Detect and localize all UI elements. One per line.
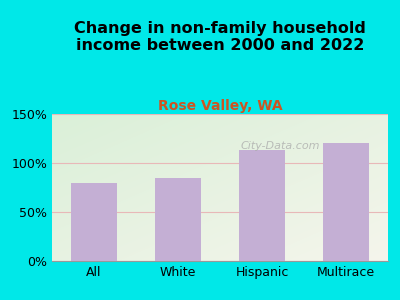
Bar	[323, 143, 369, 261]
Text: City-Data.com: City-Data.com	[241, 141, 320, 151]
Bar	[71, 183, 117, 261]
Bar	[239, 150, 285, 261]
Bar	[155, 178, 201, 261]
Text: Rose Valley, WA: Rose Valley, WA	[158, 99, 282, 113]
Text: Change in non-family household
income between 2000 and 2022: Change in non-family household income be…	[74, 21, 366, 53]
